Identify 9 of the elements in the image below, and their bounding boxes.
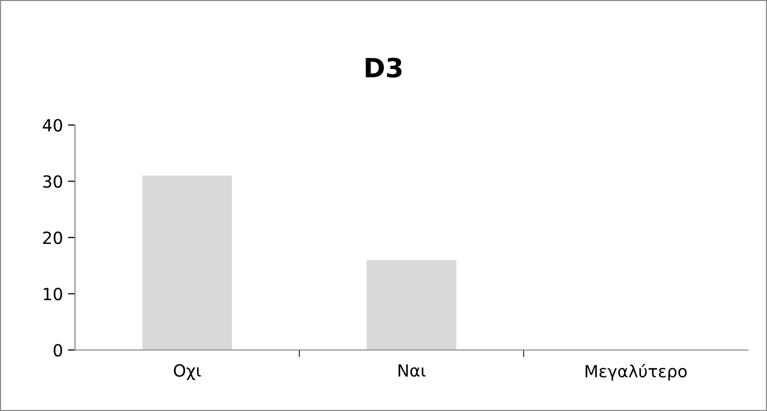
- chart-title: D3: [366, 58, 402, 78]
- y-tick-label: 10: [44, 288, 62, 300]
- x-tick-label: Οχι: [174, 364, 201, 380]
- y-tick-label: 0: [54, 344, 62, 357]
- x-tick-label: Ναι: [398, 364, 426, 377]
- x-tick-label: Μεγαλύτερο: [586, 364, 687, 381]
- y-tick-label: 30: [43, 175, 62, 188]
- y-tick-label: 20: [43, 231, 62, 244]
- y-tick-label: 40: [42, 118, 62, 132]
